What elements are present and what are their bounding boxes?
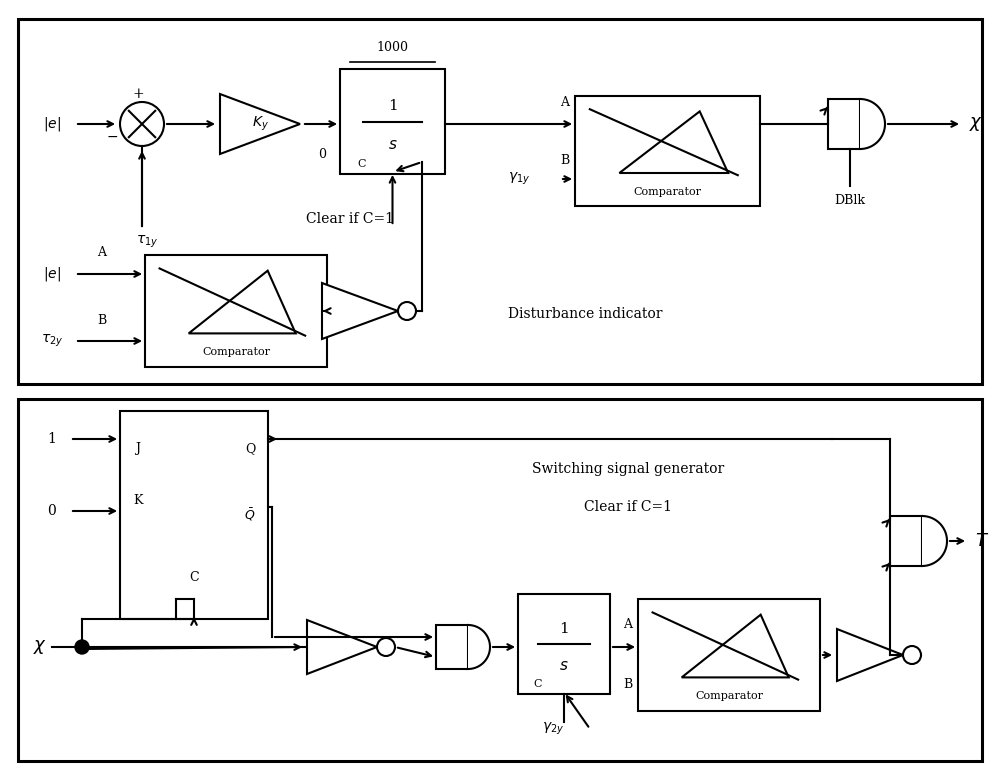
Text: $|e|$: $|e|$ bbox=[43, 265, 61, 283]
Text: $K_y$: $K_y$ bbox=[252, 115, 268, 133]
Bar bbox=[340, 69, 445, 174]
Text: $\gamma_{2y}$: $\gamma_{2y}$ bbox=[542, 721, 564, 737]
Bar bbox=[518, 594, 610, 694]
Text: A: A bbox=[624, 619, 633, 632]
Text: J: J bbox=[136, 442, 140, 455]
Text: Comparator: Comparator bbox=[695, 692, 763, 701]
Text: A: A bbox=[98, 246, 106, 259]
Polygon shape bbox=[220, 94, 300, 154]
Text: 1: 1 bbox=[388, 99, 397, 113]
Circle shape bbox=[398, 302, 416, 320]
Circle shape bbox=[75, 640, 89, 654]
Polygon shape bbox=[860, 99, 885, 149]
Text: $\chi$: $\chi$ bbox=[33, 638, 47, 656]
Text: 1: 1 bbox=[559, 622, 569, 636]
Text: B: B bbox=[560, 154, 570, 167]
Text: Clear if C=1: Clear if C=1 bbox=[584, 500, 672, 514]
Circle shape bbox=[903, 646, 921, 664]
Bar bbox=[828, 99, 860, 149]
Bar bbox=[18, 19, 982, 384]
Bar bbox=[575, 96, 760, 206]
Polygon shape bbox=[307, 620, 377, 674]
Circle shape bbox=[377, 638, 395, 656]
Polygon shape bbox=[922, 516, 947, 566]
Text: Switching signal generator: Switching signal generator bbox=[532, 462, 724, 476]
Text: B: B bbox=[623, 678, 633, 690]
Text: $\tau_{2y}$: $\tau_{2y}$ bbox=[41, 333, 63, 349]
Text: $T$: $T$ bbox=[975, 532, 989, 550]
Circle shape bbox=[120, 102, 164, 146]
Text: 0: 0 bbox=[318, 147, 326, 160]
Text: C: C bbox=[358, 159, 366, 169]
Bar bbox=[120, 411, 268, 619]
Text: 1: 1 bbox=[48, 432, 56, 446]
Text: +: + bbox=[132, 87, 144, 101]
Text: DBlk: DBlk bbox=[834, 193, 866, 206]
Polygon shape bbox=[837, 629, 903, 681]
Polygon shape bbox=[619, 111, 728, 173]
Bar bbox=[436, 625, 468, 669]
Bar bbox=[145, 255, 327, 367]
Text: Clear if C=1: Clear if C=1 bbox=[306, 212, 394, 226]
Text: Comparator: Comparator bbox=[202, 347, 270, 358]
Text: $s$: $s$ bbox=[559, 659, 569, 673]
Text: 0: 0 bbox=[48, 504, 56, 518]
Text: $\chi$: $\chi$ bbox=[969, 115, 983, 133]
Text: Q: Q bbox=[245, 442, 255, 455]
Text: $|e|$: $|e|$ bbox=[43, 115, 61, 133]
Text: $\bar{Q}$: $\bar{Q}$ bbox=[244, 507, 256, 523]
Text: $s$: $s$ bbox=[388, 138, 397, 152]
Text: K: K bbox=[133, 494, 143, 507]
Text: B: B bbox=[97, 315, 107, 327]
Bar bbox=[638, 599, 820, 711]
Polygon shape bbox=[468, 625, 490, 669]
Bar bbox=[890, 516, 922, 566]
Text: C: C bbox=[534, 679, 542, 689]
Bar bbox=[18, 399, 982, 761]
Text: C: C bbox=[189, 571, 199, 584]
Polygon shape bbox=[682, 615, 789, 678]
Polygon shape bbox=[189, 270, 296, 333]
Text: A: A bbox=[560, 96, 570, 108]
Text: Comparator: Comparator bbox=[634, 187, 702, 197]
Text: $-$: $-$ bbox=[106, 129, 118, 143]
Text: Disturbance indicator: Disturbance indicator bbox=[508, 307, 662, 321]
Polygon shape bbox=[322, 283, 398, 339]
Text: $\gamma_{1y}$: $\gamma_{1y}$ bbox=[508, 171, 530, 187]
Text: 1000: 1000 bbox=[376, 41, 409, 54]
Text: $\tau_{1y}$: $\tau_{1y}$ bbox=[136, 234, 158, 250]
